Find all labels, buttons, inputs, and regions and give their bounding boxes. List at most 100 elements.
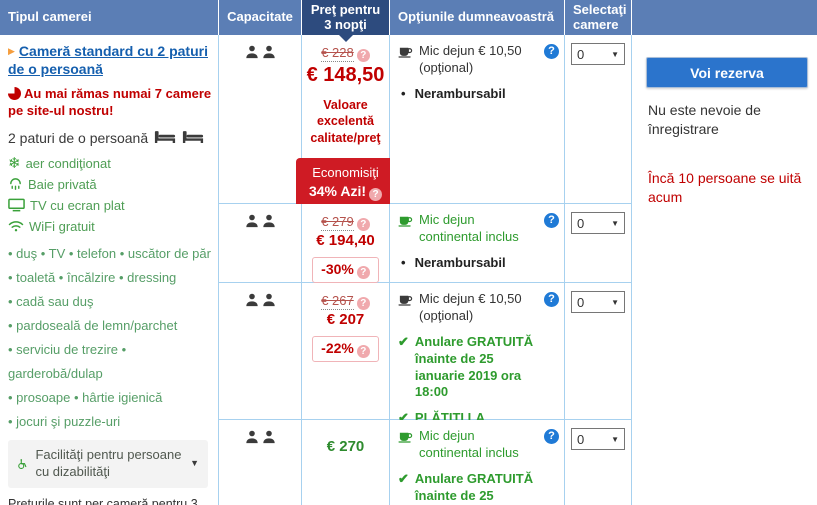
coffee-icon xyxy=(398,432,413,443)
price-cell: € 279? € 194,40 -30%? xyxy=(302,204,390,283)
amenity-free-wifi: WiFi gratuit xyxy=(8,219,95,234)
amenity-line: • toaletă • încălzire • dressing xyxy=(8,269,177,285)
info-help-icon[interactable]: ? xyxy=(544,213,559,228)
amenity-line: • pardoseală de lemn/parchet xyxy=(8,317,178,333)
wifi-icon xyxy=(8,221,24,232)
table-header: Tipul camerei Capacitate Preţ pentru 3 n… xyxy=(0,0,817,42)
options-cell: Mic dejun € 10,50 (opţional) ✔ Anulare G… xyxy=(390,283,565,476)
person-icon xyxy=(245,214,258,228)
rooms-quantity-select[interactable]: 0 ▼ xyxy=(571,291,625,313)
person-icon xyxy=(245,293,258,307)
old-price-line: € 228? xyxy=(302,45,389,62)
old-price: € 228 xyxy=(321,45,354,62)
info-help-icon[interactable]: ? xyxy=(544,429,559,444)
chevron-down-icon: ▼ xyxy=(611,49,619,59)
free-cancellation-note: ✔ Anulare GRATUITĂ înainte de 25 ianuari… xyxy=(398,471,536,505)
breakfast-option: Mic dejun € 10,50 (opţional) xyxy=(398,43,536,77)
scarcity-message: Au mai rămas numai 7 camere pe site-ul n… xyxy=(8,86,212,118)
select-cell: 0 ▼ xyxy=(565,35,632,204)
select-cell: 0 ▼ xyxy=(565,283,632,420)
discount-help-icon[interactable]: ? xyxy=(356,345,370,358)
bullet-icon: • xyxy=(401,85,406,101)
chevron-down-icon: ▼ xyxy=(611,218,619,228)
amenity-air-conditioning: ❄ aer condiţionat xyxy=(8,154,111,172)
amenity-line: • serviciu de trezire • garderobă/dulap xyxy=(8,341,127,381)
info-help-icon[interactable]: ? xyxy=(544,44,559,59)
amenity-flat-tv: TV cu ecran plat xyxy=(8,198,125,213)
header-capacity: Capacitate xyxy=(219,0,302,35)
old-price: € 279 xyxy=(321,214,354,231)
tv-icon xyxy=(8,198,25,212)
breakfast-option: Mic dejun continental inclus xyxy=(398,212,536,246)
coffee-icon xyxy=(398,47,413,58)
accessibility-label: Facilităţi pentru persoane cu dizabilită… xyxy=(35,446,182,479)
price-help-icon[interactable]: ? xyxy=(356,218,370,231)
beds-label: 2 paturi de o persoană xyxy=(8,130,212,146)
value-note: Valoare excelentă calitate/preţ xyxy=(310,98,381,145)
header-options: Opţiunile dumneavoastră xyxy=(390,0,565,35)
reserve-button[interactable]: Voi rezerva xyxy=(646,57,808,88)
options-cell: Mic dejun € 10,50 (opţional) • Neramburs… xyxy=(390,35,565,204)
deal-ribbon-line1: Economisiţi xyxy=(312,164,379,180)
header-room-type: Tipul camerei xyxy=(0,0,219,35)
main-amenities: ❄ aer condiţionat Baie privată TV cu ecr… xyxy=(8,156,212,234)
price-help-icon[interactable]: ? xyxy=(356,49,370,62)
person-icon xyxy=(262,293,275,307)
person-icon xyxy=(262,430,275,444)
deal-clock-icon xyxy=(8,87,21,100)
nonrefundable-label: • Nerambursabil xyxy=(401,254,506,270)
arrow-right-icon: ▶ xyxy=(8,46,15,56)
coffee-icon xyxy=(398,295,413,306)
room-title-line: ▶ Cameră standard cu 2 paturi de o persoa… xyxy=(8,43,212,78)
price-help-icon[interactable]: ? xyxy=(356,297,370,310)
snowflake-icon: ❄ xyxy=(8,154,21,172)
deal-help-icon[interactable]: ? xyxy=(369,187,383,201)
rooms-quantity-select[interactable]: 0 ▼ xyxy=(571,43,625,65)
amenity-line: • cadă sau duş xyxy=(8,293,94,309)
old-price-line: € 267? xyxy=(302,293,389,310)
rooms-quantity-select[interactable]: 0 ▼ xyxy=(571,428,625,450)
options-cell: Mic dejun continental inclus ✔ Anulare G… xyxy=(390,420,565,505)
header-select-rooms: Selectaţi camere xyxy=(565,0,632,35)
check-icon: ✔ xyxy=(398,470,409,486)
rooms-quantity-select[interactable]: 0 ▼ xyxy=(571,212,625,234)
current-price: € 194,40 xyxy=(316,232,375,249)
accessibility-dropdown[interactable]: Facilităţi pentru persoane cu dizabilită… xyxy=(8,439,208,488)
urgency-message: Încă 10 persoane se uită acum xyxy=(648,169,802,205)
room-title-link[interactable]: Cameră standard cu 2 paturi de o persoan… xyxy=(8,43,208,77)
nonrefundable-label: • Nerambursabil xyxy=(401,85,506,101)
select-cell: 0 ▼ xyxy=(565,204,632,283)
amenity-list: • duş • TV • telefon • uscător de păr • … xyxy=(8,242,212,434)
single-bed-icon xyxy=(183,131,204,144)
table-body: ▶ Cameră standard cu 2 paturi de o persoa… xyxy=(0,35,817,505)
chevron-down-icon: ▼ xyxy=(611,434,619,444)
person-icon xyxy=(262,214,275,228)
breakfast-option: Mic dejun € 10,50 (opţional) xyxy=(398,291,536,325)
pricing-note-line: Preţurile sunt per cameră pentru 3 nopţi xyxy=(8,496,198,505)
old-price-line: € 279? xyxy=(302,214,389,231)
select-cell: 0 ▼ xyxy=(565,420,632,505)
options-cell: Mic dejun continental inclus • Neramburs… xyxy=(390,204,565,283)
price-cell: € 228? € 148,50 Valoare excelentă calita… xyxy=(296,35,395,214)
header-spacer xyxy=(632,0,817,35)
discount-help-icon[interactable]: ? xyxy=(356,266,370,279)
capacity-cell xyxy=(219,420,302,505)
discount-badge: -22%? xyxy=(312,336,379,362)
price-cell: € 270 xyxy=(302,420,390,505)
header-price: Preţ pentru 3 nopţi xyxy=(302,0,390,42)
shower-icon xyxy=(10,178,21,190)
amenity-line: • prosoape • hârtie igienică xyxy=(8,389,163,405)
person-icon xyxy=(245,430,258,444)
amenity-line: • jocuri şi puzzle-uri xyxy=(8,413,121,429)
reserve-cell: Voi rezerva Nu este nevoie de înregistra… xyxy=(632,35,817,505)
room-description-cell: ▶ Cameră standard cu 2 paturi de o persoa… xyxy=(0,35,219,505)
chevron-down-icon: ▼ xyxy=(611,297,619,307)
check-icon: ✔ xyxy=(398,333,409,349)
chevron-down-icon: ▼ xyxy=(190,457,199,468)
discount-badge: -30%? xyxy=(312,257,379,283)
free-cancellation-note: ✔ Anulare GRATUITĂ înainte de 25 ianuari… xyxy=(398,333,534,400)
bullet-icon: • xyxy=(401,254,406,270)
breakfast-option: Mic dejun continental inclus xyxy=(398,428,536,462)
old-price: € 267 xyxy=(321,293,354,310)
info-help-icon[interactable]: ? xyxy=(544,292,559,307)
